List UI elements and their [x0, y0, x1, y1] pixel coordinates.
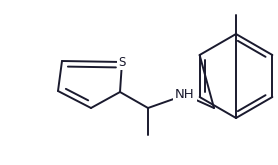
- Text: NH: NH: [175, 88, 195, 101]
- Text: S: S: [118, 55, 126, 68]
